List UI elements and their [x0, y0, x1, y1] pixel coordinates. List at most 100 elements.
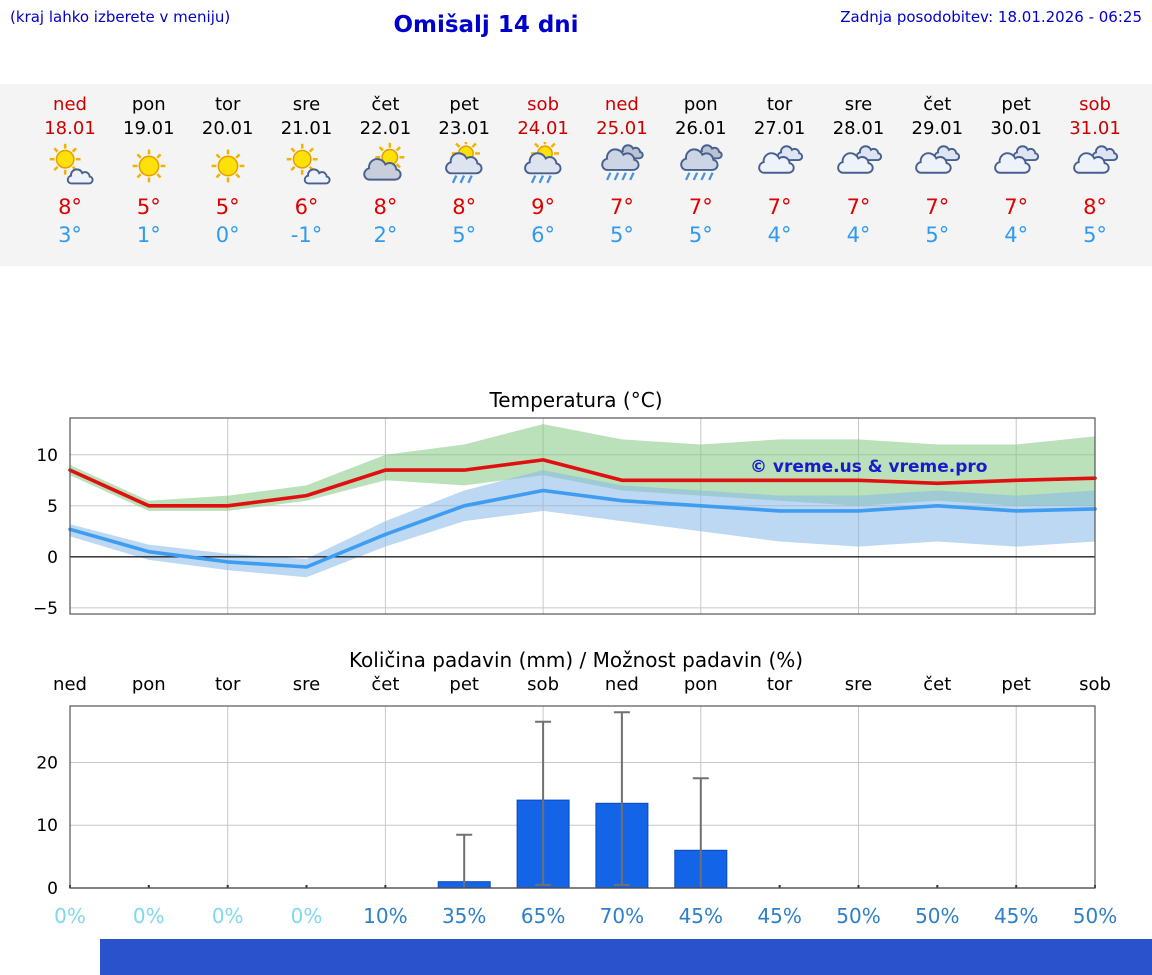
svg-text:10: 10	[36, 446, 58, 466]
day-name: pon	[131, 94, 166, 115]
day-name: sre	[292, 94, 321, 115]
forecast-day-28.01[interactable]: sre 28.01 7° 4°	[819, 94, 899, 247]
topbar: (kraj lahko izberete v meniju) Omišalj 1…	[0, 0, 1152, 48]
cloudy-icon	[976, 142, 1056, 190]
precip-day-label: ned	[604, 674, 639, 695]
precip-probability: 45%	[757, 904, 802, 928]
forecast-day-27.01[interactable]: tor 27.01 7° 4°	[740, 94, 820, 247]
day-high-temp: 7°	[1004, 195, 1029, 219]
day-high-temp: 7°	[609, 195, 634, 219]
precip-probability: 45%	[993, 904, 1039, 928]
precip-day-label: ned	[53, 674, 87, 695]
cloudy-icon	[740, 142, 820, 190]
precipitation-chart: 0 10 20	[36, 705, 1096, 896]
precip-day-label: pet	[449, 674, 479, 695]
day-date: 29.01	[911, 118, 964, 139]
day-low-temp: -1°	[290, 223, 323, 247]
day-date: 26.01	[675, 118, 727, 139]
day-high-temp: 5°	[136, 195, 161, 219]
precip-day-labels-row: ned pon tor sre čet pet sob ned pon tor sre čet pet s…	[0, 674, 1152, 700]
forecast-day-30.01[interactable]: pet 30.01 7° 4°	[976, 94, 1056, 247]
day-low-temp: 5°	[688, 223, 713, 247]
day-name: pet	[1001, 94, 1031, 115]
day-low-temp: 3°	[58, 223, 82, 247]
svg-text:−5: −5	[33, 599, 58, 619]
forecast-day-29.01[interactable]: čet 29.01 7° 5°	[897, 94, 977, 247]
precip-day-label: čet	[923, 674, 952, 695]
precipitation-chart-title: Količina padavin (mm) / Možnost padavin …	[348, 648, 804, 672]
forecast-day-31.01[interactable]: sob 31.01 8° 5°	[1055, 94, 1135, 247]
precip-probability: 0%	[290, 904, 323, 928]
forecast-strip: ned 18.01 8° 3° pon 19.01 5° 1° tor 20.01 5° 0° sre 2…	[0, 84, 1152, 266]
day-name: tor	[766, 94, 793, 115]
day-date: 30.01	[990, 118, 1042, 139]
day-high-temp: 7°	[767, 195, 792, 219]
precip-probability: 10%	[363, 904, 408, 928]
precip-probability: 70%	[599, 904, 645, 928]
day-name: ned	[53, 94, 87, 115]
precip-day-label: sre	[292, 674, 321, 695]
forecast-day-21.01[interactable]: sre 21.01 6° -1°	[267, 94, 347, 247]
precip-probability-row: 0% 0% 0% 0% 10% 35% 65% 70% 45% 45% 50% 50% 45% 50%	[0, 904, 1152, 934]
day-high-temp: 5°	[215, 195, 240, 219]
precip-probability: 50%	[915, 904, 960, 928]
precip-probability: 50%	[836, 904, 881, 928]
day-date: 22.01	[359, 118, 412, 139]
day-name: pet	[449, 94, 479, 115]
day-low-temp: 5°	[452, 223, 477, 247]
forecast-day-22.01[interactable]: čet 22.01 8° 2°	[345, 94, 425, 247]
forecast-day-20.01[interactable]: tor 20.01 5° 0°	[188, 94, 268, 247]
rain-icon	[661, 142, 741, 190]
day-high-temp: 7°	[688, 195, 713, 219]
day-high-temp: 7°	[925, 195, 950, 219]
precip-probability: 35%	[441, 904, 487, 928]
svg-text:20: 20	[36, 754, 58, 774]
precip-day-label: sob	[1079, 674, 1111, 695]
forecast-day-19.01[interactable]: pon 19.01 5° 1°	[109, 94, 189, 247]
day-high-temp: 7°	[846, 195, 871, 219]
forecast-day-18.01[interactable]: ned 18.01 8° 3°	[30, 94, 110, 247]
svg-text:© vreme.us & vreme.pro: © vreme.us & vreme.pro	[750, 457, 987, 477]
precip-day-label: čet	[371, 674, 400, 695]
day-name: sob	[1079, 94, 1111, 115]
rain-icon	[582, 142, 662, 190]
cloudy-icon	[1055, 142, 1135, 190]
day-date: 25.01	[596, 118, 648, 139]
day-low-temp: 4°	[767, 223, 792, 247]
day-date: 18.01	[44, 118, 96, 139]
sun-rain-icon	[424, 139, 504, 190]
svg-text:0: 0	[47, 548, 58, 568]
day-name: tor	[214, 94, 241, 115]
svg-text:0: 0	[47, 879, 58, 896]
precip-day-label: pet	[1001, 674, 1031, 695]
day-date: 27.01	[753, 118, 806, 139]
precip-probability: 0%	[132, 904, 165, 928]
day-high-temp: 8°	[1083, 195, 1107, 219]
precip-probability: 0%	[54, 904, 86, 928]
precip-probability: 0%	[211, 904, 244, 928]
day-date: 28.01	[832, 118, 885, 139]
sun-cloud-icon	[267, 142, 347, 190]
day-date: 31.01	[1069, 118, 1121, 139]
forecast-day-25.01[interactable]: ned 25.01 7° 5°	[582, 94, 662, 247]
day-low-temp: 1°	[136, 223, 161, 247]
precip-probability: 65%	[520, 904, 566, 928]
day-name: ned	[604, 94, 639, 115]
precip-day-label: tor	[214, 674, 241, 695]
cloudy-icon	[819, 142, 899, 190]
day-name: pon	[683, 94, 718, 115]
sun-cloud-icon	[30, 142, 110, 190]
forecast-day-24.01[interactable]: sob 24.01 9° 6°	[503, 94, 583, 247]
day-name: sre	[844, 94, 873, 115]
day-low-temp: 2°	[373, 223, 398, 247]
footer-banner[interactable]	[100, 939, 1152, 975]
forecast-day-26.01[interactable]: pon 26.01 7° 5°	[661, 94, 741, 247]
day-high-temp: 8°	[373, 195, 398, 219]
day-name: čet	[923, 94, 952, 115]
precip-day-label: sre	[844, 674, 873, 695]
precip-day-label: sob	[527, 674, 560, 695]
day-low-temp: 5°	[1083, 223, 1107, 247]
forecast-day-23.01[interactable]: pet 23.01 8° 5°	[424, 94, 504, 247]
day-date: 24.01	[517, 118, 569, 139]
day-date: 23.01	[438, 118, 490, 139]
